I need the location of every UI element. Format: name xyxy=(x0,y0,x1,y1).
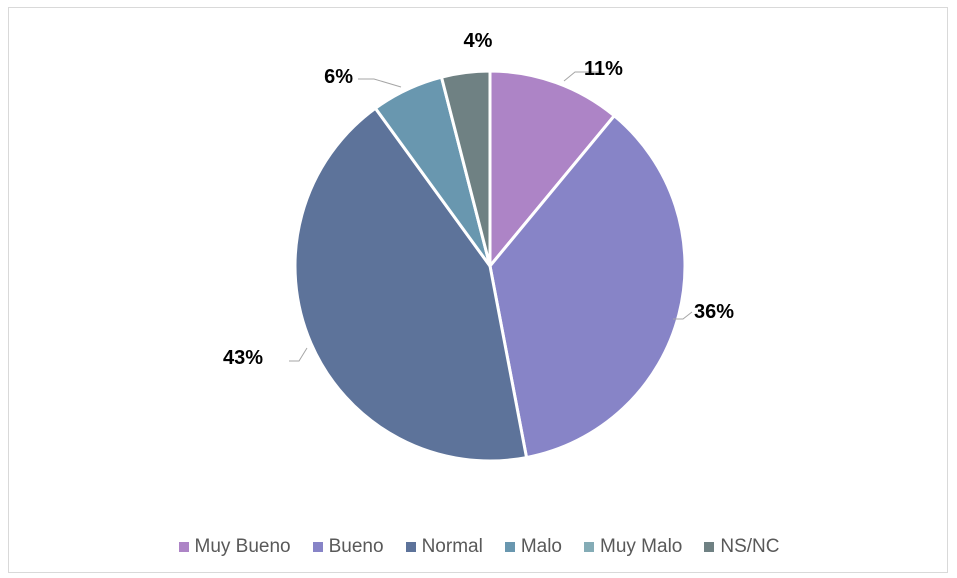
pie-chart: 11% 36% 43% 6% 4% xyxy=(223,30,734,463)
legend-item-muy-malo: Muy Malo xyxy=(584,536,682,558)
legend-swatch xyxy=(584,542,594,552)
pie-slice-muy-bueno xyxy=(488,69,616,268)
chart-area: 11% 36% 43% 6% 4% Muy Bueno Bueno Normal Malo Mu… xyxy=(8,7,948,573)
data-label-bueno: 36% xyxy=(694,301,734,323)
legend-item-malo: Malo xyxy=(504,536,562,558)
legend-label: Malo xyxy=(520,536,562,557)
legend-label: Normal xyxy=(421,536,483,557)
leader-line-normal xyxy=(289,347,308,362)
legend-label: Muy Malo xyxy=(600,536,683,557)
legend-label: NS/NC xyxy=(720,536,780,557)
legend-swatch xyxy=(312,542,323,552)
leader-line-muy-bueno xyxy=(563,71,600,82)
leader-line-malo xyxy=(358,78,402,88)
legend-swatch xyxy=(704,542,715,552)
legend-item-ns-nc: NS/NC xyxy=(704,536,779,558)
legend-label: Muy Bueno xyxy=(194,536,291,557)
legend-swatch xyxy=(405,542,416,552)
legend-item-bueno: Bueno xyxy=(312,536,384,558)
data-label-malo: 6% xyxy=(324,66,353,88)
legend: Muy Bueno Bueno Normal Malo Muy Malo NS/NC xyxy=(9,536,949,558)
data-label-normal: 43% xyxy=(223,347,263,369)
legend-item-normal: Normal xyxy=(405,536,483,558)
pie-slice-bueno xyxy=(488,114,687,460)
leader-line-bueno xyxy=(673,311,693,320)
data-label-ns-nc: 4% xyxy=(464,30,493,52)
legend-item-muy-bueno: Muy Bueno xyxy=(178,536,291,558)
legend-swatch xyxy=(504,542,515,552)
pie-slice-ns-nc xyxy=(440,69,492,268)
pie-slice-normal xyxy=(293,106,529,463)
legend-label: Bueno xyxy=(328,536,384,557)
data-label-muy-bueno: 11% xyxy=(584,58,623,80)
legend-swatch xyxy=(178,542,189,552)
